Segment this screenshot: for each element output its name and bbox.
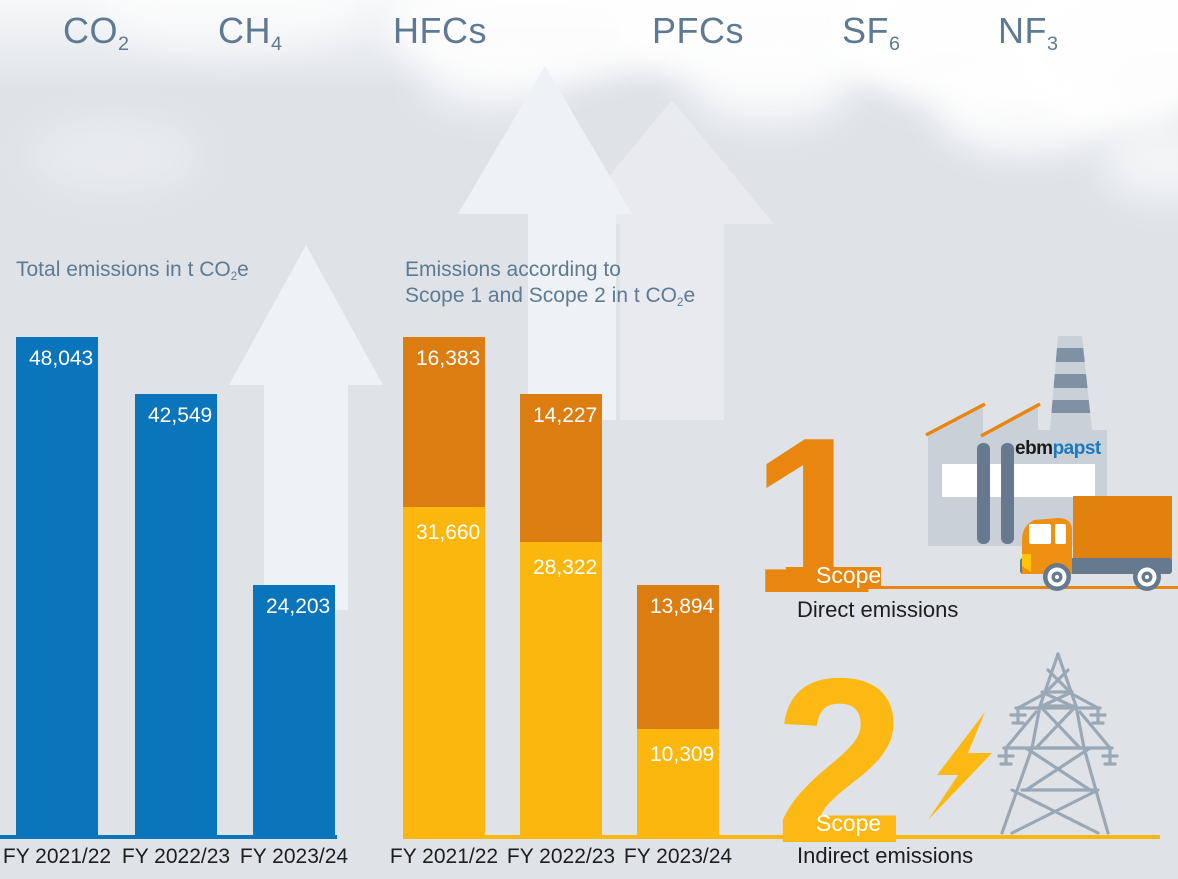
factory-roof-lines xyxy=(925,402,1041,438)
bar-value-label: 31,660 xyxy=(416,521,481,544)
scope2-bar-segment: 28,322 xyxy=(520,542,602,836)
right-chart-title-line1: Emissions according to xyxy=(405,258,621,281)
up-arrow-icon xyxy=(229,245,383,610)
x-axis-label: FY 2023/24 xyxy=(623,845,733,868)
scope1-label: Scope xyxy=(816,562,882,588)
power-tower-icon xyxy=(997,652,1119,835)
scope1-description: Direct emissions xyxy=(797,597,959,622)
bar-value-label: 16,383 xyxy=(416,347,481,370)
scope1-bar-segment: 14,227 xyxy=(520,394,602,542)
x-axis-label: FY 2022/23 xyxy=(506,845,616,868)
x-axis-label: FY 2022/23 xyxy=(121,845,231,868)
scope1-number: 1 xyxy=(751,392,875,640)
scope1-bar-segment: 13,894 xyxy=(637,585,719,729)
factory-chimney xyxy=(1050,336,1092,430)
left-chart-baseline xyxy=(0,835,337,839)
up-arrow-icon xyxy=(458,66,632,420)
scope2-bar-segment: 10,309 xyxy=(637,729,719,836)
up-arrow-icon xyxy=(570,100,774,420)
logo-ebm: ebm xyxy=(1015,438,1053,459)
x-axis-label: FY 2023/24 xyxy=(239,845,349,868)
logo-papst: papst xyxy=(1052,438,1102,459)
scope2-description: Indirect emissions xyxy=(797,843,974,868)
bar-value-label: 48,043 xyxy=(29,347,94,370)
right-chart-baseline xyxy=(403,835,1160,839)
left-chart-title: Total emissions in t CO2e xyxy=(16,258,249,284)
bar-value-label: 13,894 xyxy=(650,595,715,618)
truck-windshield xyxy=(1029,524,1051,544)
bar-value-label: 14,227 xyxy=(533,404,598,427)
scope2-label: Scope xyxy=(816,810,882,836)
scope1-base-bar xyxy=(786,567,881,587)
right-chart-title: Emissions according to Scope 1 and Scope… xyxy=(405,257,695,316)
scope2-number: 2 xyxy=(774,629,906,879)
bar-value-label: 42,549 xyxy=(148,404,213,427)
truck-cargo-box xyxy=(1073,496,1172,561)
bar-value-label: 28,322 xyxy=(533,556,598,579)
factory-pipe xyxy=(1001,443,1014,544)
total-emissions-bar: 24,203 xyxy=(253,585,335,836)
x-axis-label: FY 2021/22 xyxy=(2,845,112,868)
x-axis-label: FY 2021/22 xyxy=(389,845,499,868)
total-emissions-bar: 42,549 xyxy=(135,394,217,836)
factory-window-band xyxy=(942,464,1095,497)
truck-icon xyxy=(1020,496,1172,591)
bar-value-label: 24,203 xyxy=(266,595,331,618)
scope2-bar-segment: 31,660 xyxy=(403,507,485,836)
scope2-base-bar xyxy=(786,816,896,834)
truck-headlight xyxy=(1022,554,1031,572)
truck-wheel xyxy=(1133,563,1161,591)
scope1-divider-line xyxy=(786,586,1178,589)
truck-wheel xyxy=(1043,563,1071,591)
bar-value-label: 10,309 xyxy=(650,743,715,766)
right-chart-title-line2: Scope 1 and Scope 2 in t CO2e xyxy=(405,284,696,310)
ebmpapst-logo: ebmpapst xyxy=(1015,438,1101,460)
total-emissions-bar: 48,043 xyxy=(16,337,98,836)
truck-side-window xyxy=(1055,524,1066,544)
factory-pipe xyxy=(977,443,990,544)
factory-icon xyxy=(925,336,1107,546)
lightning-bolt-icon xyxy=(928,712,992,820)
scope1-bar-segment: 16,383 xyxy=(403,337,485,507)
